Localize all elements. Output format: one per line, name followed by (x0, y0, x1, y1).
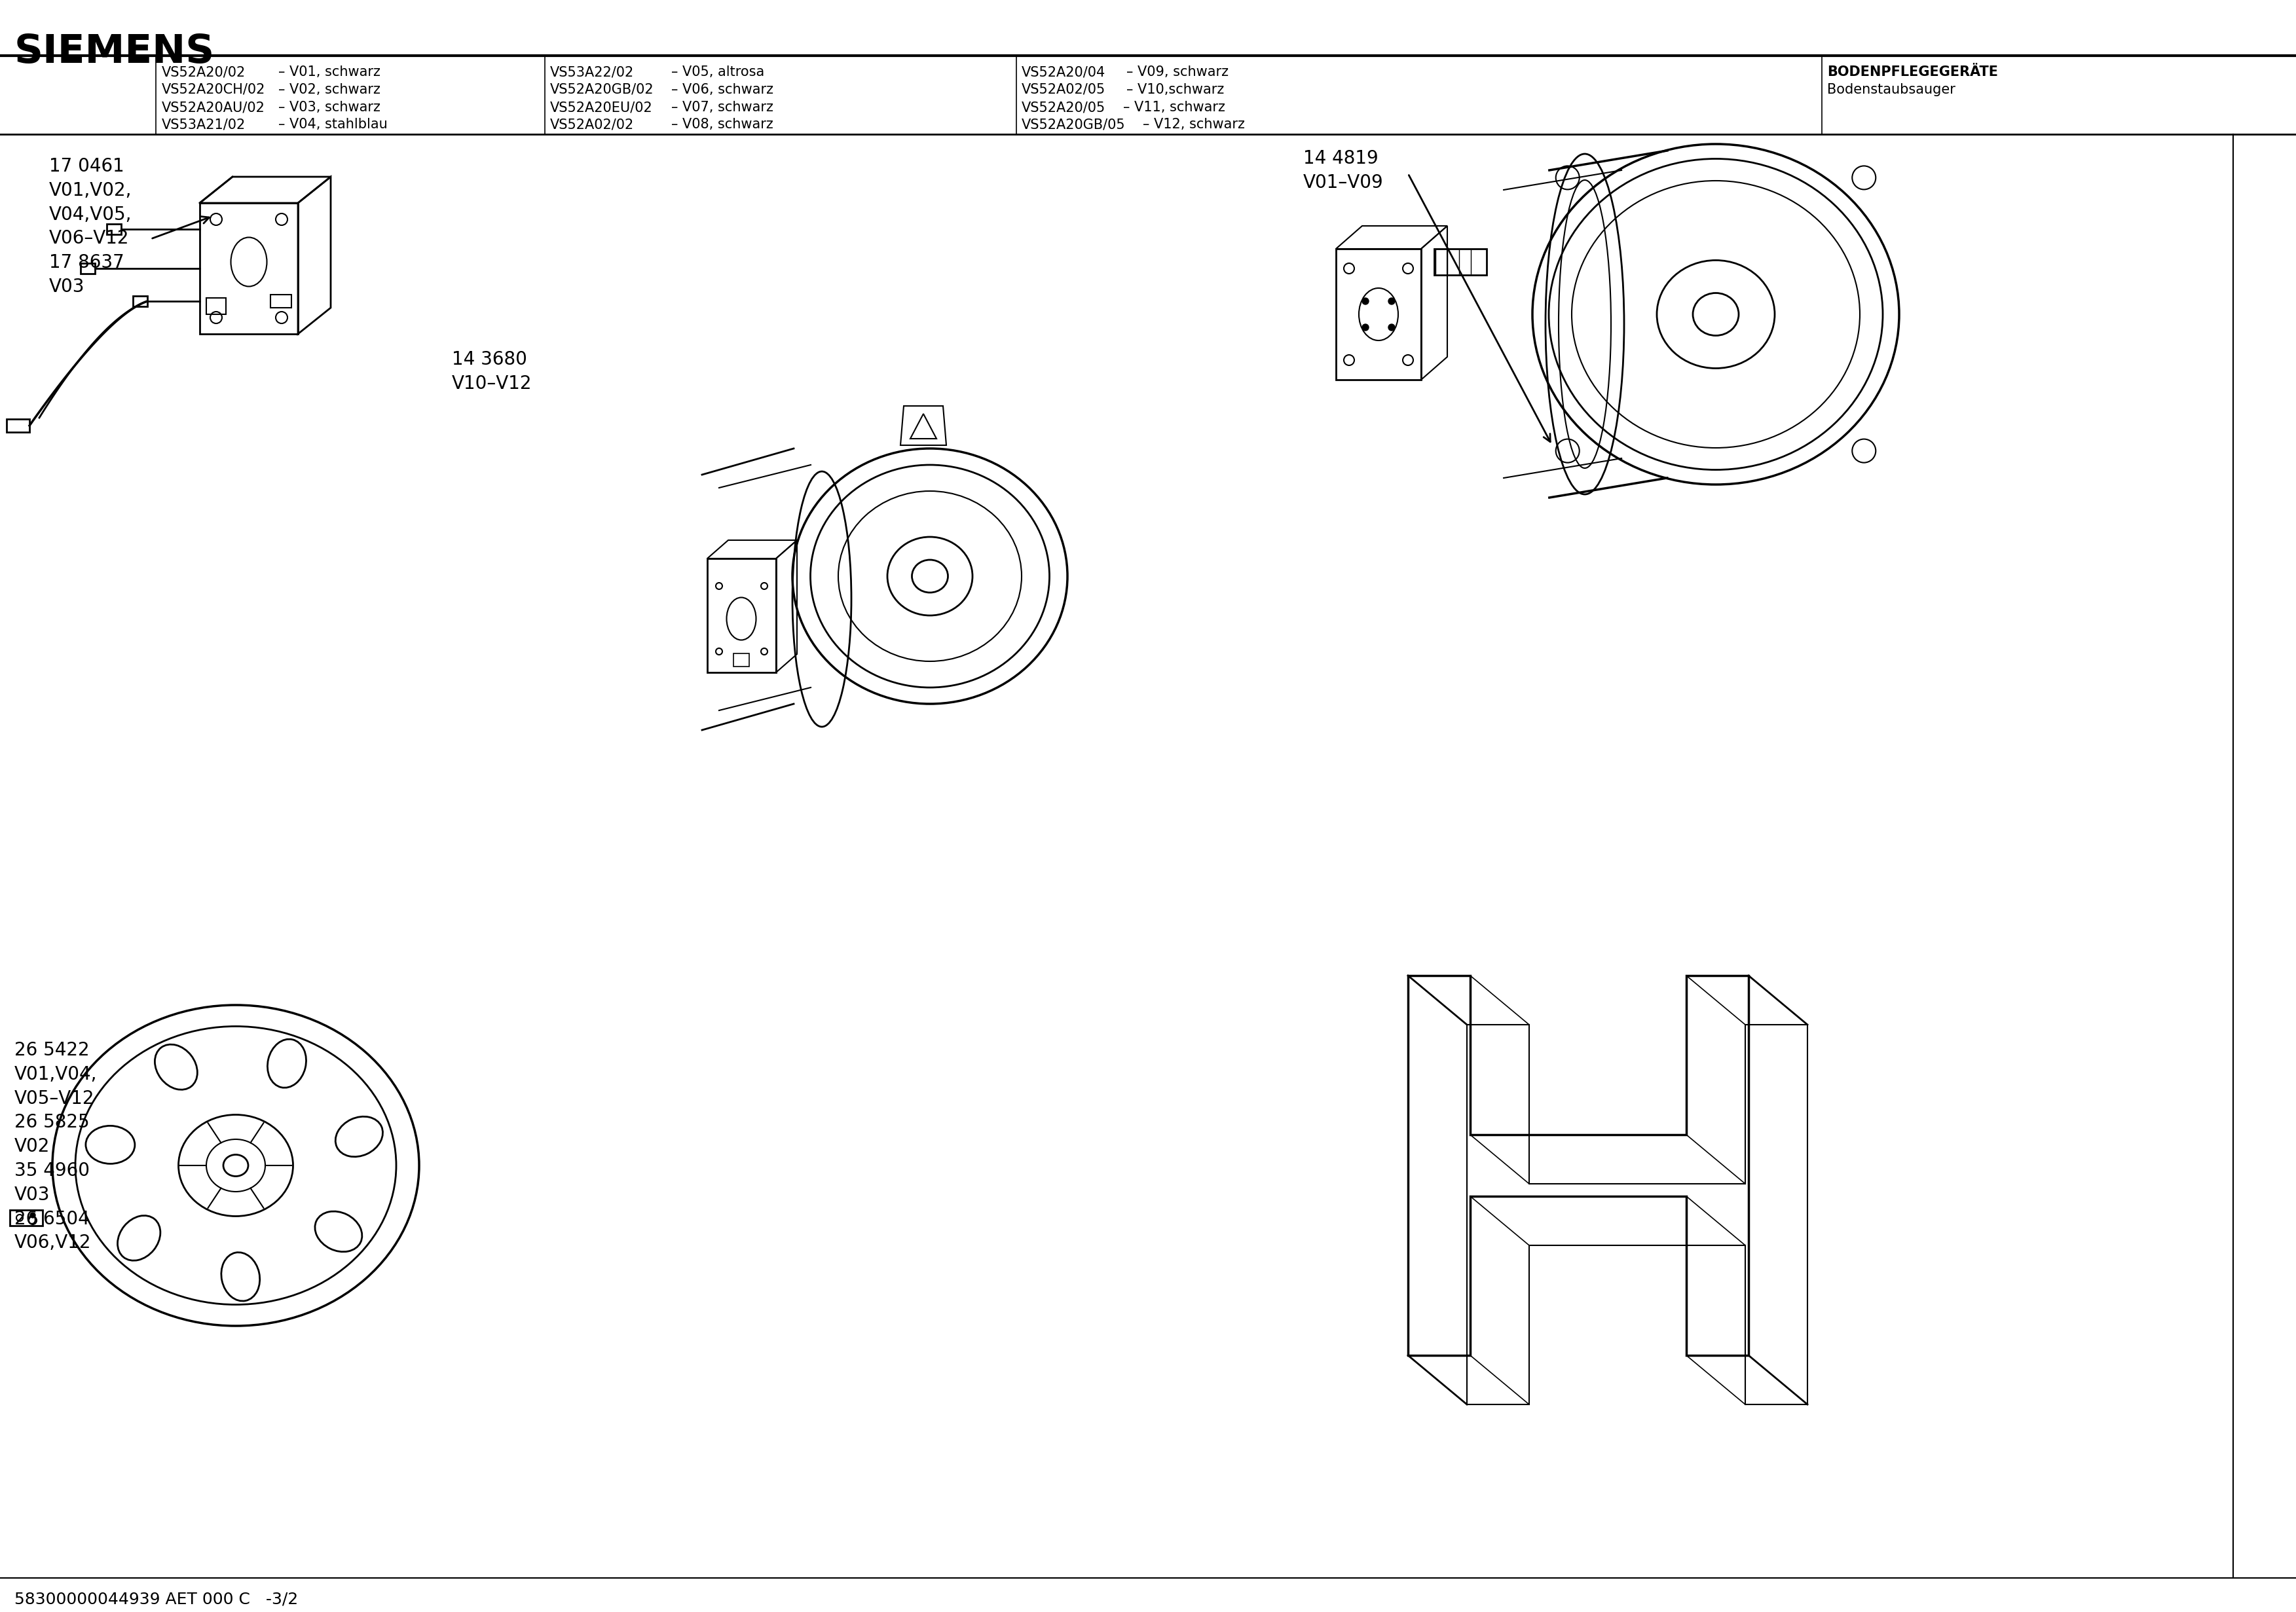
Text: – V06, schwarz: – V06, schwarz (670, 84, 774, 97)
Text: – V10,schwarz: – V10,schwarz (1127, 84, 1224, 97)
Bar (7, 419, 30, 432)
Text: SIEMENS: SIEMENS (14, 32, 216, 71)
Text: – V12, schwarz: – V12, schwarz (1143, 118, 1244, 131)
Circle shape (1362, 324, 1368, 330)
Text: – V03, schwarz: – V03, schwarz (278, 102, 381, 114)
Text: 26 5422
V01,V04,
V05–V12
26 5825
V02
35 4960
V03
26 6504
V06,V12: 26 5422 V01,V04, V05–V12 26 5825 V02 35 … (14, 1041, 96, 1253)
Text: VS52A02/02: VS52A02/02 (551, 118, 634, 131)
Text: VS52A20/05: VS52A20/05 (1022, 102, 1107, 114)
Bar (106, 224, 122, 234)
Bar (732, 653, 748, 666)
Circle shape (30, 1212, 34, 1217)
Text: VS53A21/02: VS53A21/02 (161, 118, 246, 131)
Text: – V02, schwarz: – V02, schwarz (278, 84, 381, 97)
Text: VS52A20CH/02: VS52A20CH/02 (161, 84, 266, 97)
Text: VS52A02/05: VS52A02/05 (1022, 84, 1107, 97)
Text: – V01, schwarz: – V01, schwarz (278, 66, 381, 79)
Text: – V08, schwarz: – V08, schwarz (670, 118, 774, 131)
Text: VS52A20AU/02: VS52A20AU/02 (161, 102, 264, 114)
Text: 14 3680
V10–V12: 14 3680 V10–V12 (452, 350, 533, 393)
Text: 58300000044939 AET 000 C   -3/2: 58300000044939 AET 000 C -3/2 (14, 1591, 298, 1607)
Text: – V09, schwarz: – V09, schwarz (1127, 66, 1228, 79)
Text: – V04, stahlblau: – V04, stahlblau (278, 118, 388, 131)
Text: Bodenstaubsauger: Bodenstaubsauger (1828, 84, 1956, 97)
Circle shape (1389, 324, 1396, 330)
Bar (1435, 248, 1486, 276)
Text: – V07, schwarz: – V07, schwarz (670, 102, 774, 114)
Bar (271, 295, 292, 308)
Text: BODENPFLEGEGERÄTE: BODENPFLEGEGERÄTE (1828, 66, 1998, 79)
Text: VS52A20EU/02: VS52A20EU/02 (551, 102, 652, 114)
Text: 17 0461
V01,V02,
V04,V05,
V06–V12
17 8637
V03: 17 0461 V01,V02, V04,V05, V06–V12 17 863… (48, 156, 131, 297)
Text: VS52A20/04: VS52A20/04 (1022, 66, 1107, 79)
Bar (9, 1211, 44, 1225)
Bar (207, 298, 225, 314)
Text: 14 4819
V01–V09: 14 4819 V01–V09 (1304, 150, 1384, 192)
Bar (80, 263, 94, 274)
Text: – V05, altrosa: – V05, altrosa (670, 66, 765, 79)
Text: VS52A20/02: VS52A20/02 (161, 66, 246, 79)
Text: – V11, schwarz: – V11, schwarz (1123, 102, 1226, 114)
Circle shape (1389, 298, 1396, 305)
Text: VS52A20GB/02: VS52A20GB/02 (551, 84, 654, 97)
Circle shape (1362, 298, 1368, 305)
Text: VS52A20GB/05: VS52A20GB/05 (1022, 118, 1125, 131)
Text: VS53A22/02: VS53A22/02 (551, 66, 634, 79)
Bar (133, 297, 147, 306)
